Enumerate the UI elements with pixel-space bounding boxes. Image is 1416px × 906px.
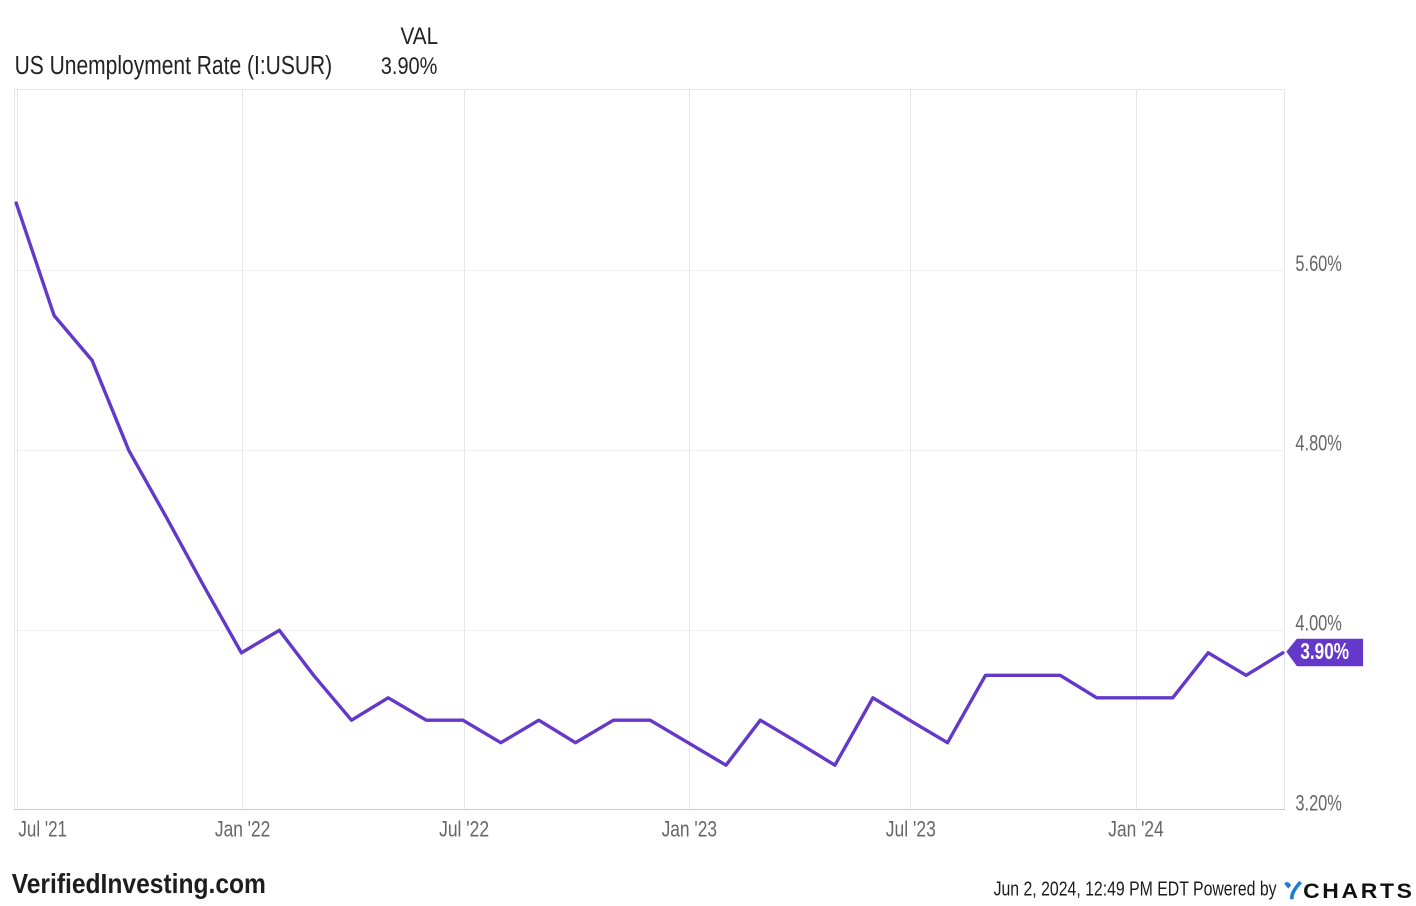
svg-text:VAL: VAL [401, 23, 439, 50]
svg-text:4.80%: 4.80% [1295, 431, 1342, 456]
svg-text:Jul '22: Jul '22 [439, 817, 489, 842]
svg-text:3.90%: 3.90% [381, 53, 438, 80]
svg-text:Jan '23: Jan '23 [662, 817, 717, 842]
svg-text:VerifiedInvesting.com: VerifiedInvesting.com [12, 868, 266, 899]
svg-text:Jul '23: Jul '23 [886, 817, 936, 842]
svg-text:Jan '24: Jan '24 [1108, 817, 1163, 842]
svg-text:Jan '22: Jan '22 [215, 817, 270, 842]
svg-text:Jul '21: Jul '21 [18, 817, 67, 842]
svg-text:3.90%: 3.90% [1300, 638, 1349, 664]
svg-text:3.20%: 3.20% [1295, 791, 1342, 816]
svg-text:5.60%: 5.60% [1295, 251, 1342, 276]
svg-text:CHARTS: CHARTS [1303, 879, 1415, 903]
svg-text:US Unemployment Rate (I:USUR): US Unemployment Rate (I:USUR) [15, 52, 333, 80]
svg-text:Jun 2, 2024, 12:49 PM EDT Powe: Jun 2, 2024, 12:49 PM EDT Powered by [994, 878, 1278, 901]
svg-text:4.00%: 4.00% [1295, 611, 1342, 636]
